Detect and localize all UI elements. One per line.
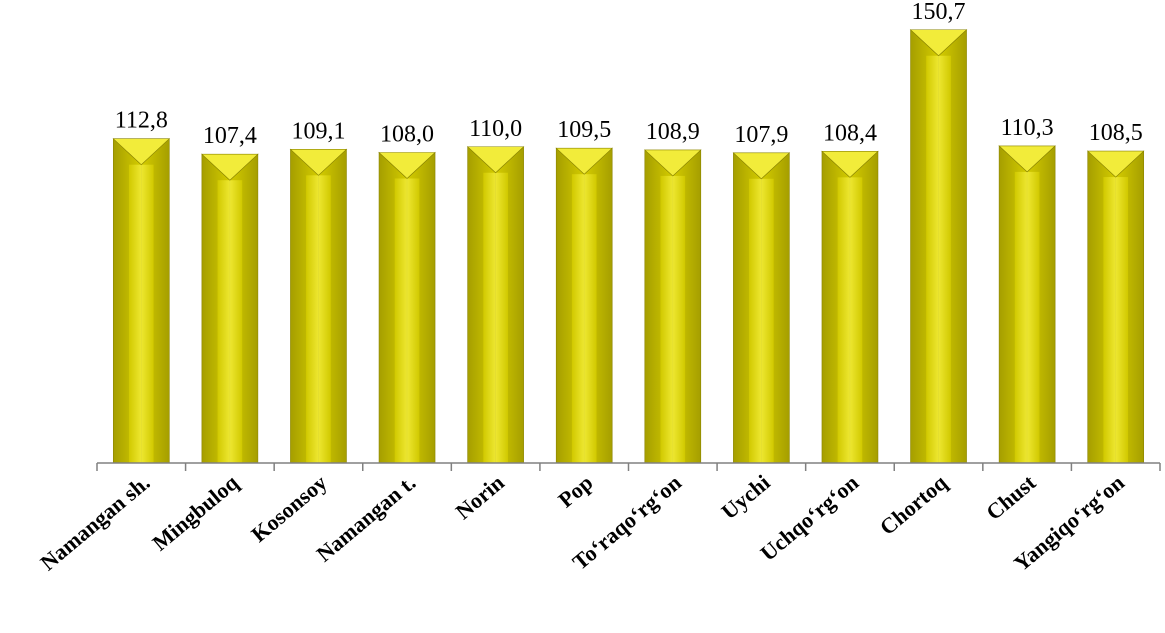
bar xyxy=(466,146,525,464)
bar xyxy=(732,152,791,464)
bar-top-bevel xyxy=(998,145,1056,173)
data-label: 108,4 xyxy=(823,120,877,146)
x-axis xyxy=(96,462,1161,471)
data-label: 109,1 xyxy=(291,118,345,144)
bar xyxy=(289,148,348,464)
category-label: Uchqo‘rg‘on xyxy=(755,470,863,566)
bar-top-bevel xyxy=(555,147,613,175)
bar-center-strip xyxy=(1103,177,1129,463)
category-label: Chust xyxy=(981,469,1041,525)
data-label: 112,8 xyxy=(115,108,168,134)
data-label: 110,3 xyxy=(1001,115,1054,141)
bar xyxy=(1086,150,1145,464)
bar-center-strip xyxy=(837,177,863,463)
bar-center-strip xyxy=(306,175,331,463)
bar-top-bevel xyxy=(644,149,702,177)
bar xyxy=(644,149,702,464)
bar-top-bevel xyxy=(378,152,436,179)
bar xyxy=(821,150,879,464)
data-label: 107,4 xyxy=(203,123,257,149)
bar xyxy=(201,153,259,464)
bar-top-bevel xyxy=(289,149,348,176)
data-label: 108,0 xyxy=(380,122,434,148)
bar-center-strip xyxy=(128,164,154,463)
bar xyxy=(112,138,171,464)
bar-top-bevel xyxy=(112,138,171,166)
category-label: Pop xyxy=(553,470,597,513)
bars-group xyxy=(112,29,1145,464)
bar-center-strip xyxy=(571,174,597,463)
bar xyxy=(998,145,1056,464)
bar xyxy=(909,29,968,464)
bar-center-strip xyxy=(1014,171,1040,463)
category-label: Kosonsoy xyxy=(246,470,331,547)
bar-center-strip xyxy=(483,172,508,463)
data-label: 109,5 xyxy=(557,117,611,143)
bar-top-bevel xyxy=(201,153,259,181)
bar-center-strip xyxy=(660,175,686,463)
category-label: Uychi xyxy=(716,470,774,525)
bar-center-strip xyxy=(217,180,243,463)
bar-center-strip xyxy=(394,178,420,463)
bar-top-bevel xyxy=(732,152,791,180)
data-label: 107,9 xyxy=(734,122,788,148)
bar-top-bevel xyxy=(1086,150,1145,178)
category-label: Norin xyxy=(451,470,509,525)
data-label: 108,9 xyxy=(646,119,700,145)
data-label: 150,7 xyxy=(912,0,966,25)
value-labels-group: 112,8 107,4 109,1 108,0 110,0 109,5 108,9 107,9… xyxy=(115,0,1143,149)
data-label: 110,0 xyxy=(469,116,522,142)
bar-top-bevel xyxy=(909,29,968,57)
bar xyxy=(555,147,613,464)
category-label: Chortoq xyxy=(875,469,953,540)
bar-top-bevel xyxy=(821,151,879,178)
bar-center-strip xyxy=(749,178,774,463)
bar-center-strip xyxy=(926,55,951,464)
data-label: 108,5 xyxy=(1089,120,1143,146)
bar xyxy=(378,151,436,464)
bar-top-bevel xyxy=(466,146,525,174)
category-label: Mingbuloq xyxy=(147,469,243,555)
category-label: Namangan sh. xyxy=(35,470,154,576)
